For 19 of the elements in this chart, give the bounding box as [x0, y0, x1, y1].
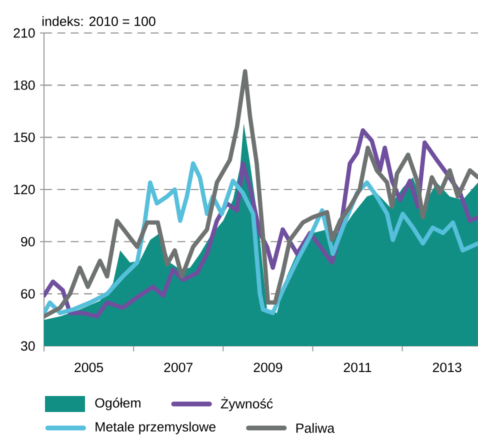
legend-label: Paliwa [296, 423, 335, 433]
x-tick-label: 2007 [164, 362, 193, 372]
line-series [44, 69, 478, 319]
y-axis-title: indeks: 2010 = 100 [42, 16, 156, 26]
y-tick-label: 180 [14, 80, 35, 90]
x-tick-label: 2013 [432, 362, 462, 372]
legend-label: Ogółem [95, 398, 140, 410]
line-series [44, 161, 478, 316]
x-tick-label: 2005 [74, 362, 104, 372]
y-tick-label: 150 [14, 132, 35, 142]
y-tick-label: 120 [14, 184, 35, 194]
y-tick-label: 60 [21, 289, 35, 299]
x-tick-label: 2011 [344, 362, 372, 372]
y-tick-label: 30 [20, 341, 35, 351]
y-tick-label: 90 [21, 236, 35, 246]
legend-label: Żywność [220, 396, 273, 412]
legend-label: Metale przemyslowe [96, 422, 216, 434]
x-tick-label: 2009 [254, 362, 282, 372]
y-tick-label: 210 [14, 28, 35, 38]
